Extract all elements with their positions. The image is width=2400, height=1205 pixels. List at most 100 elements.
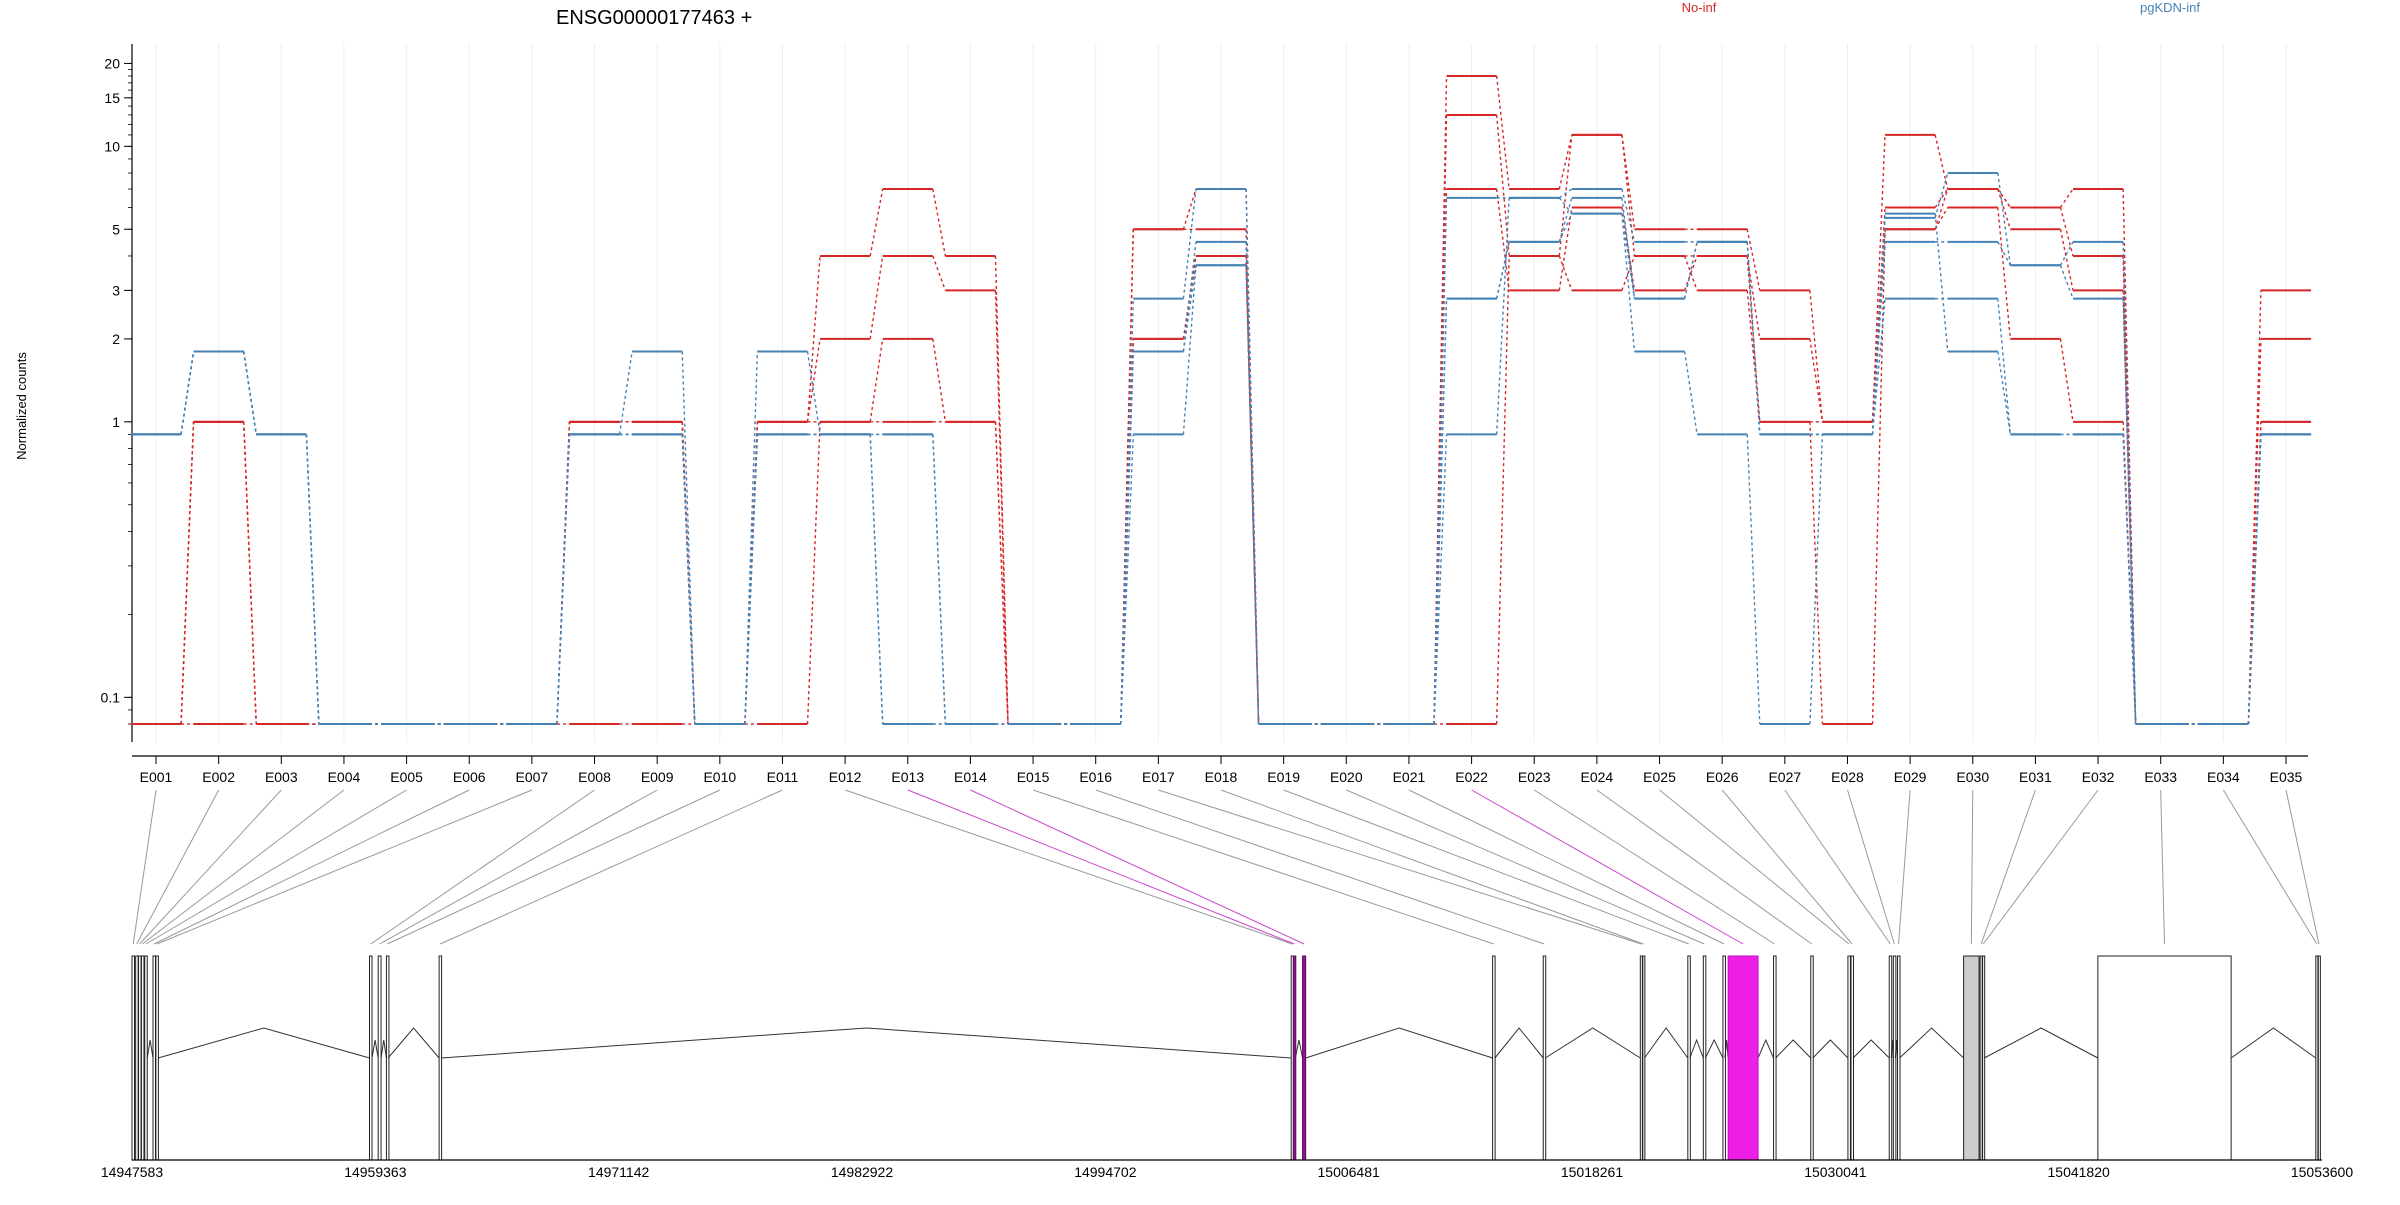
exon-connector <box>1846 789 1895 945</box>
exon-block <box>140 955 145 1161</box>
series-transition <box>1621 255 1636 291</box>
series-transition <box>1871 229 1886 725</box>
x-tick-label: E022 <box>1455 769 1488 785</box>
x-tick-label: E024 <box>1581 769 1614 785</box>
intron-line <box>387 1027 440 1059</box>
series-transition <box>1746 241 1761 435</box>
series-transition <box>1558 213 1573 243</box>
x-tick-label: E018 <box>1205 769 1238 785</box>
exon-connector <box>145 789 407 945</box>
series-transition <box>1120 298 1134 725</box>
exon-connector <box>379 789 658 945</box>
intron-line <box>1644 1027 1689 1059</box>
series-transition <box>1809 434 1824 725</box>
series-transition <box>1997 172 2012 266</box>
series-transition <box>681 351 696 725</box>
series-transition <box>1871 213 1886 435</box>
series-transition <box>1495 75 1510 190</box>
x-tick-label: E025 <box>1643 769 1676 785</box>
series-transition <box>1182 188 1197 299</box>
x-tick-label: E005 <box>390 769 423 785</box>
x-tick-label: E016 <box>1079 769 1112 785</box>
series-transition <box>869 255 884 340</box>
exon-connector <box>2222 789 2318 945</box>
series-transition <box>2059 338 2074 422</box>
x-tick-label: E007 <box>516 769 549 785</box>
series-transition <box>1746 255 1761 340</box>
x-tick-label: E002 <box>202 769 235 785</box>
exon-block <box>1492 955 1496 1161</box>
series-transition <box>806 338 821 422</box>
series-lines <box>130 75 2312 726</box>
exon-connector <box>1898 789 1911 945</box>
series-transition <box>1120 434 1134 725</box>
intron-line <box>1704 1038 1724 1059</box>
x-tick-label: E023 <box>1518 769 1551 785</box>
x-tick-label: E001 <box>140 769 173 785</box>
series-transition <box>744 434 759 725</box>
series-transition <box>2247 338 2262 725</box>
exon-connector <box>1158 789 1642 945</box>
exon-block <box>152 955 157 1161</box>
intron-line <box>1984 1027 2099 1059</box>
y-tick-label: 5 <box>112 221 120 237</box>
series-transition <box>1558 197 1573 243</box>
series-transition <box>2122 298 2137 725</box>
x-tick-label: E030 <box>1956 769 1989 785</box>
coordinate-tick-label: 14947583 <box>101 1164 164 1180</box>
series-transition <box>2247 290 2262 725</box>
exon-connector <box>387 789 721 945</box>
series-transition <box>1558 255 1573 291</box>
x-tick-label: E003 <box>265 769 298 785</box>
chart-title: ENSG00000177463 + <box>556 7 752 29</box>
x-tick-label: E020 <box>1330 769 1363 785</box>
series-transition <box>243 351 257 435</box>
x-tick-label: E021 <box>1393 769 1426 785</box>
series-transition <box>1433 197 1448 725</box>
y-tick-label: 10 <box>104 138 120 154</box>
legend-no-inf: No-inf <box>1682 0 1717 15</box>
coordinate-tick-label: 14982922 <box>831 1164 894 1180</box>
exon-connector <box>370 789 595 945</box>
exon-connector <box>907 789 1295 945</box>
exon-block <box>2097 955 2232 1161</box>
intron-line <box>1689 1038 1704 1059</box>
exon-block <box>385 955 390 1161</box>
series-transition <box>1433 434 1448 725</box>
series-transition <box>806 255 821 422</box>
exon-connector <box>1982 789 2099 945</box>
series-transition <box>1245 188 1260 725</box>
exon-block <box>1292 955 1297 1161</box>
series-transition <box>1495 188 1510 291</box>
series-transition <box>1746 434 1761 725</box>
exon-block <box>1302 955 1307 1161</box>
series-transition <box>932 188 947 257</box>
exon-block <box>1542 955 1547 1161</box>
x-tick-label: E006 <box>453 769 486 785</box>
series-transition <box>994 421 1009 725</box>
exon-connector <box>1659 789 1850 945</box>
x-tick-label: E034 <box>2207 769 2240 785</box>
x-tick-label: E028 <box>1831 769 1864 785</box>
y-tick-label: 2 <box>112 331 120 347</box>
x-tick-label: E029 <box>1894 769 1927 785</box>
x-tick-label: E008 <box>578 769 611 785</box>
intron-line <box>1899 1027 1964 1059</box>
x-tick-label: E012 <box>829 769 862 785</box>
exon-connector <box>153 789 470 945</box>
legend-pgkdn-inf: pgKDN-inf <box>2140 0 2200 15</box>
x-tick-label: E026 <box>1706 769 1739 785</box>
exon-block <box>1722 955 1726 1161</box>
series-transition <box>1182 265 1197 352</box>
intron-line <box>1775 1039 1812 1059</box>
intron-line <box>1305 1027 1493 1059</box>
exon-block <box>1810 955 1814 1161</box>
y-tick-label: 20 <box>104 55 120 71</box>
x-tick-label: E011 <box>767 769 799 785</box>
intron-line <box>1294 1039 1304 1059</box>
series-transition <box>1934 207 1949 230</box>
x-axis: E001 E002 E003 E004 E005 E006 E007 E008 E009 E010… <box>132 755 2308 785</box>
exon-block <box>368 955 373 1161</box>
series-transition <box>932 434 947 725</box>
